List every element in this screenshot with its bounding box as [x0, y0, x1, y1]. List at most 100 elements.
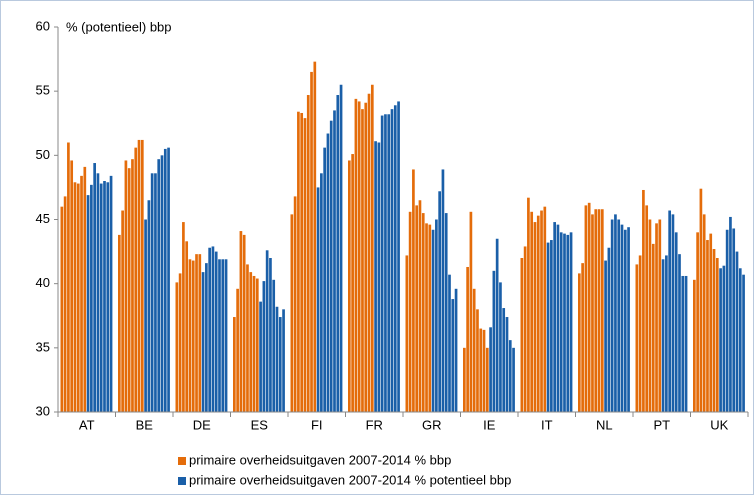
bar	[390, 109, 394, 412]
bar	[635, 264, 639, 412]
bar	[418, 200, 422, 412]
bar	[329, 120, 333, 412]
bar	[63, 196, 67, 412]
bar	[80, 175, 83, 412]
bar	[658, 219, 662, 412]
bar	[642, 189, 645, 412]
bar	[157, 159, 161, 412]
bar	[587, 202, 591, 412]
legend-label: primaire overheidsuitgaven 2007-2014 % b…	[189, 452, 451, 467]
bar	[236, 288, 239, 412]
bar	[671, 214, 675, 412]
bar	[70, 160, 74, 412]
legend-swatch	[178, 477, 186, 485]
bar	[607, 247, 611, 412]
bar	[681, 275, 685, 412]
bar	[224, 259, 228, 412]
bar	[154, 173, 157, 412]
bar	[239, 231, 243, 412]
legend-label: primaire overheidsuitgaven 2007-2014 % p…	[189, 472, 511, 487]
bar	[702, 214, 706, 412]
bar	[387, 114, 391, 413]
bar	[479, 328, 483, 412]
bar	[93, 163, 96, 412]
bar	[106, 182, 110, 412]
bar	[147, 200, 151, 412]
bar	[221, 259, 225, 412]
bar	[655, 223, 658, 412]
bar	[706, 240, 709, 412]
bar	[303, 118, 307, 412]
bar	[242, 234, 246, 412]
bar	[617, 219, 621, 412]
bar	[502, 308, 506, 412]
bar	[441, 169, 445, 412]
bar	[725, 229, 729, 412]
y-tick-label: 60	[36, 18, 50, 33]
bar	[412, 169, 415, 412]
bar	[293, 196, 297, 412]
bar	[195, 254, 198, 412]
bar	[536, 215, 540, 412]
bar	[520, 258, 524, 412]
bar	[431, 229, 435, 412]
bar	[578, 273, 581, 412]
legend-swatch	[178, 457, 186, 465]
y-axis-label: % (potentieel) bbp	[66, 19, 172, 34]
bar	[569, 232, 573, 412]
bar	[712, 249, 716, 412]
bar	[651, 243, 655, 412]
x-tick-label: NL	[596, 417, 613, 432]
bar	[218, 259, 221, 412]
bar	[124, 160, 128, 412]
x-tick-label: IE	[483, 417, 496, 432]
bar	[297, 111, 300, 412]
bar	[99, 183, 103, 412]
bar	[463, 347, 466, 412]
x-tick-label: ES	[251, 417, 269, 432]
bar	[466, 266, 469, 412]
bar	[275, 306, 279, 412]
bar	[265, 250, 269, 412]
bar	[715, 258, 719, 412]
bar	[425, 223, 428, 412]
bar	[627, 227, 630, 412]
bar	[348, 160, 351, 412]
bar	[485, 347, 489, 412]
bar	[540, 210, 543, 412]
bar	[333, 110, 336, 413]
bar	[530, 211, 534, 412]
bar	[533, 222, 537, 412]
bar	[584, 205, 588, 412]
bar	[415, 205, 419, 412]
bar	[150, 173, 154, 412]
bar	[597, 209, 601, 412]
bar	[709, 233, 713, 412]
bar	[665, 255, 668, 412]
bar	[543, 206, 547, 412]
bar	[175, 282, 179, 412]
bar	[729, 216, 732, 412]
bar	[351, 154, 354, 413]
bar	[604, 260, 607, 412]
x-tick-label: AT	[79, 417, 95, 432]
bar	[127, 168, 131, 412]
bar	[735, 251, 739, 412]
bar	[167, 147, 170, 412]
bar	[566, 234, 570, 412]
x-tick-label: PT	[653, 417, 670, 432]
bar	[505, 317, 509, 412]
bar	[438, 191, 441, 412]
y-tick-label: 35	[36, 339, 50, 354]
bar	[191, 260, 195, 412]
bar	[361, 109, 364, 412]
bar	[370, 84, 374, 412]
bar	[201, 272, 205, 412]
y-tick-label: 50	[36, 147, 50, 162]
bar	[408, 211, 412, 412]
bar	[638, 255, 642, 412]
bar	[198, 254, 202, 412]
bar	[495, 238, 499, 412]
